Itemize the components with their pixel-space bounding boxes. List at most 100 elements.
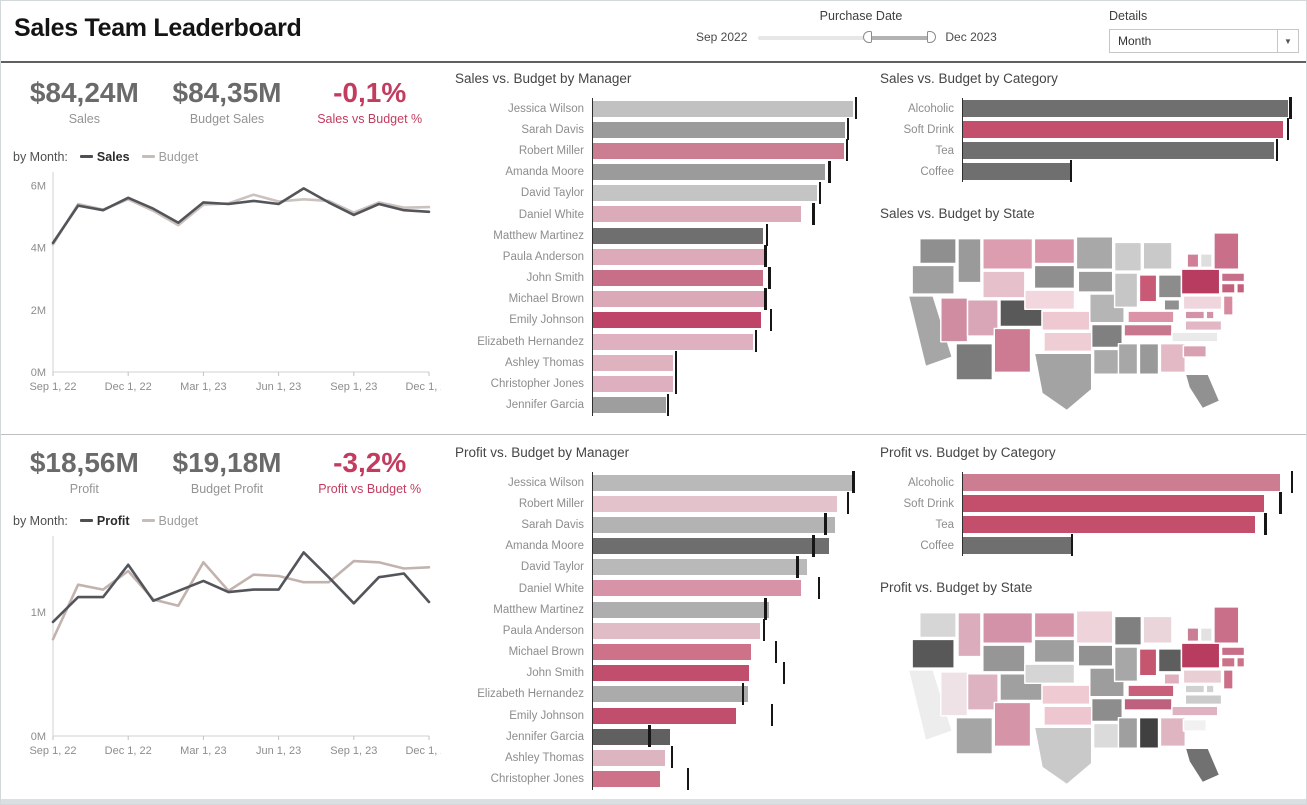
bar[interactable] bbox=[593, 375, 674, 392]
state-NM[interactable] bbox=[993, 701, 1032, 748]
state-FL[interactable] bbox=[1184, 747, 1221, 784]
state-MT[interactable] bbox=[982, 237, 1034, 270]
bar[interactable] bbox=[593, 665, 750, 682]
bar[interactable] bbox=[963, 537, 1074, 554]
state-VT[interactable] bbox=[1186, 253, 1200, 269]
sales-by-state-map[interactable] bbox=[902, 231, 1303, 427]
state-GA[interactable] bbox=[1159, 716, 1186, 748]
state-OK[interactable] bbox=[1043, 705, 1093, 727]
state-KY[interactable] bbox=[1127, 684, 1175, 698]
bar[interactable] bbox=[593, 100, 854, 117]
bar[interactable] bbox=[593, 644, 751, 660]
bar[interactable] bbox=[593, 601, 770, 618]
sales-by-manager-bars[interactable]: Jessica Wilson Sarah Davis Robert Miller Am… bbox=[451, 97, 866, 416]
bar[interactable] bbox=[593, 270, 763, 286]
state-ME[interactable] bbox=[1213, 606, 1240, 644]
bar[interactable] bbox=[963, 163, 1070, 180]
state-WA[interactable] bbox=[919, 611, 957, 639]
state-RI[interactable] bbox=[1236, 656, 1246, 668]
state-CA[interactable] bbox=[907, 295, 953, 368]
bar[interactable] bbox=[593, 185, 818, 202]
bar[interactable] bbox=[593, 686, 748, 703]
state-NE[interactable] bbox=[1024, 289, 1076, 311]
state-RI[interactable] bbox=[1236, 282, 1246, 294]
state-PA[interactable] bbox=[1182, 669, 1223, 685]
state-TN[interactable] bbox=[1123, 323, 1173, 337]
state-IN[interactable] bbox=[1138, 274, 1158, 303]
series-budget[interactable] bbox=[51, 559, 431, 641]
state-AZ[interactable] bbox=[955, 716, 994, 755]
bar[interactable] bbox=[963, 495, 1264, 512]
bar[interactable] bbox=[593, 474, 852, 491]
state-AL[interactable] bbox=[1138, 716, 1160, 749]
state-WV[interactable] bbox=[1163, 673, 1181, 685]
state-AR[interactable] bbox=[1090, 697, 1123, 723]
state-WY[interactable] bbox=[982, 644, 1026, 673]
state-LA[interactable] bbox=[1092, 348, 1122, 375]
state-AR[interactable] bbox=[1090, 323, 1123, 349]
state-MI[interactable] bbox=[1142, 615, 1173, 644]
state-AZ[interactable] bbox=[955, 342, 994, 381]
state-NM[interactable] bbox=[993, 327, 1032, 374]
details-dropdown[interactable]: Month ▼ bbox=[1109, 29, 1299, 53]
state-WV[interactable] bbox=[1163, 299, 1181, 311]
bar[interactable] bbox=[593, 538, 830, 555]
state-WI[interactable] bbox=[1113, 615, 1143, 646]
bar[interactable] bbox=[963, 121, 1283, 138]
state-MD[interactable] bbox=[1184, 310, 1206, 320]
state-CO[interactable] bbox=[999, 299, 1043, 328]
profit-by-month-line-chart[interactable]: 0M 1M Sep 1, 22 Dec 1, 22 Mar 1, 23 Jun 1, 23… bbox=[13, 530, 453, 773]
bar[interactable] bbox=[593, 495, 838, 512]
state-TX[interactable] bbox=[1033, 352, 1093, 412]
bar[interactable] bbox=[593, 312, 762, 329]
state-DE[interactable] bbox=[1205, 310, 1215, 320]
state-IL[interactable] bbox=[1113, 272, 1139, 309]
bar[interactable] bbox=[593, 206, 802, 223]
state-NY[interactable] bbox=[1180, 268, 1221, 295]
bar[interactable] bbox=[963, 100, 1288, 117]
state-NJ[interactable] bbox=[1222, 295, 1234, 316]
state-MD[interactable] bbox=[1184, 684, 1206, 694]
state-UT[interactable] bbox=[966, 299, 999, 337]
profit-by-state-map[interactable] bbox=[902, 605, 1303, 801]
state-NE[interactable] bbox=[1024, 663, 1076, 685]
date-range-slider[interactable] bbox=[758, 30, 936, 44]
state-IA[interactable] bbox=[1077, 270, 1114, 293]
state-SC[interactable] bbox=[1182, 718, 1208, 732]
state-LA[interactable] bbox=[1092, 722, 1122, 749]
state-KS[interactable] bbox=[1041, 310, 1091, 332]
state-OR[interactable] bbox=[911, 638, 955, 669]
chevron-down-icon[interactable]: ▼ bbox=[1277, 30, 1298, 52]
profit-by-category-bars[interactable]: Alcoholic Soft Drink Tea Coffee bbox=[876, 471, 1303, 556]
state-FL[interactable] bbox=[1184, 373, 1221, 410]
state-NJ[interactable] bbox=[1222, 669, 1234, 690]
bar[interactable] bbox=[593, 333, 754, 350]
bar[interactable] bbox=[593, 291, 764, 308]
state-WA[interactable] bbox=[919, 237, 957, 265]
bar[interactable] bbox=[593, 580, 802, 597]
state-ND[interactable] bbox=[1033, 611, 1076, 639]
bar[interactable] bbox=[963, 516, 1256, 533]
bar[interactable] bbox=[593, 622, 760, 639]
state-MN[interactable] bbox=[1075, 236, 1114, 270]
profit-by-manager-bars[interactable]: Jessica Wilson Robert Miller Sarah Davis Am… bbox=[451, 471, 866, 790]
slider-handle-high[interactable] bbox=[926, 31, 936, 43]
state-CA[interactable] bbox=[907, 669, 953, 742]
state-VT[interactable] bbox=[1186, 627, 1200, 643]
state-IA[interactable] bbox=[1077, 644, 1114, 667]
state-TN[interactable] bbox=[1123, 697, 1173, 711]
state-IN[interactable] bbox=[1138, 648, 1158, 677]
state-WY[interactable] bbox=[982, 270, 1026, 299]
state-MS[interactable] bbox=[1117, 716, 1139, 749]
bar[interactable] bbox=[963, 142, 1274, 159]
state-SD[interactable] bbox=[1033, 264, 1076, 290]
state-MT[interactable] bbox=[982, 611, 1034, 644]
state-MA[interactable] bbox=[1220, 646, 1246, 657]
state-ND[interactable] bbox=[1033, 237, 1076, 265]
state-TX[interactable] bbox=[1033, 726, 1093, 786]
state-CT[interactable] bbox=[1220, 656, 1236, 668]
series-profit[interactable] bbox=[51, 551, 431, 624]
bar[interactable] bbox=[593, 728, 671, 745]
state-IL[interactable] bbox=[1113, 646, 1139, 683]
bar[interactable] bbox=[593, 248, 764, 265]
